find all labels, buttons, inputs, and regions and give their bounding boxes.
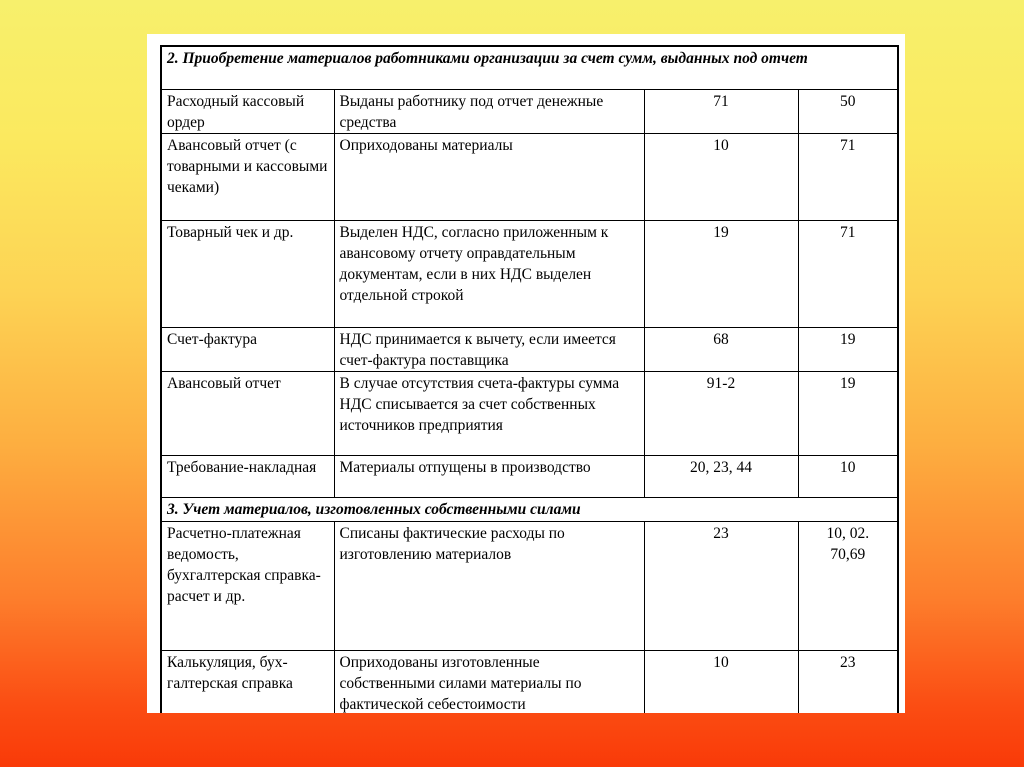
operation-cell: В случае отсутствия счета-фактуры сумма … [333, 370, 645, 456]
table-row: Авансовый отчет В случае отсутствия счет… [160, 370, 899, 456]
section-3-title: 3. Учет материалов, изготовленных собств… [160, 496, 899, 522]
debit-cell: 10 [643, 132, 799, 221]
credit-cell: 23 [797, 649, 899, 713]
debit-cell: 23 [643, 520, 799, 651]
document-cell: Требование-накладная [160, 454, 335, 498]
document-cell: Счет-фактура [160, 326, 335, 372]
debit-cell: 71 [643, 88, 799, 134]
operation-cell: Оприходованы материалы [333, 132, 645, 221]
credit-cell: 10 [797, 454, 899, 498]
document-cell: Расчетно-платежная ведомость, бухгалтерс… [160, 520, 335, 651]
table-row: Расходный кассовый ордер Выданы работник… [160, 88, 899, 134]
section-2-title: 2. Приобретение материалов работниками о… [160, 45, 899, 90]
table-row: Авансовый отчет (с товарными и кассовыми… [160, 132, 899, 221]
credit-cell: 19 [797, 326, 899, 372]
operation-cell: Списаны фактические расходы по изготовле… [333, 520, 645, 651]
operation-cell: Материалы отпущены в производство [333, 454, 645, 498]
table-panel: 2. Приобретение материалов работниками о… [147, 34, 905, 713]
table-row: Расчетно-платежная ведомость, бухгалтерс… [160, 520, 899, 651]
operation-cell: Оприходованы изготовленные собственными … [333, 649, 645, 713]
table-row: Товарный чек и др. Выделен НДС, согласно… [160, 219, 899, 328]
operation-cell: НДС принимается к вычету, если имеется с… [333, 326, 645, 372]
operation-cell: Выделен НДС, согласно приложенным к аван… [333, 219, 645, 328]
debit-cell: 19 [643, 219, 799, 328]
debit-cell: 20, 23, 44 [643, 454, 799, 498]
accounting-entries-table: 2. Приобретение материалов работниками о… [160, 45, 900, 713]
section-row-2: 2. Приобретение материалов работниками о… [160, 45, 899, 90]
credit-cell: 71 [797, 219, 899, 328]
document-cell: Товарный чек и др. [160, 219, 335, 328]
document-cell: Калькуляция, бух-галтерская справка [160, 649, 335, 713]
debit-cell: 91-2 [643, 370, 799, 456]
document-cell: Расходный кассовый ордер [160, 88, 335, 134]
credit-cell: 50 [797, 88, 899, 134]
document-cell: Авансовый отчет (с товарными и кассовыми… [160, 132, 335, 221]
credit-cell: 10, 02. 70,69 [797, 520, 899, 651]
table-row: Требование-накладная Материалы отпущены … [160, 454, 899, 498]
table-row: Счет-фактура НДС принимается к вычету, е… [160, 326, 899, 372]
section-row-3: 3. Учет материалов, изготовленных собств… [160, 496, 899, 522]
table-row: Калькуляция, бух-галтерская справка Опри… [160, 649, 899, 713]
operation-cell: Выданы работнику под отчет денежные сред… [333, 88, 645, 134]
document-cell: Авансовый отчет [160, 370, 335, 456]
credit-cell: 71 [797, 132, 899, 221]
credit-cell: 19 [797, 370, 899, 456]
debit-cell: 10 [643, 649, 799, 713]
debit-cell: 68 [643, 326, 799, 372]
